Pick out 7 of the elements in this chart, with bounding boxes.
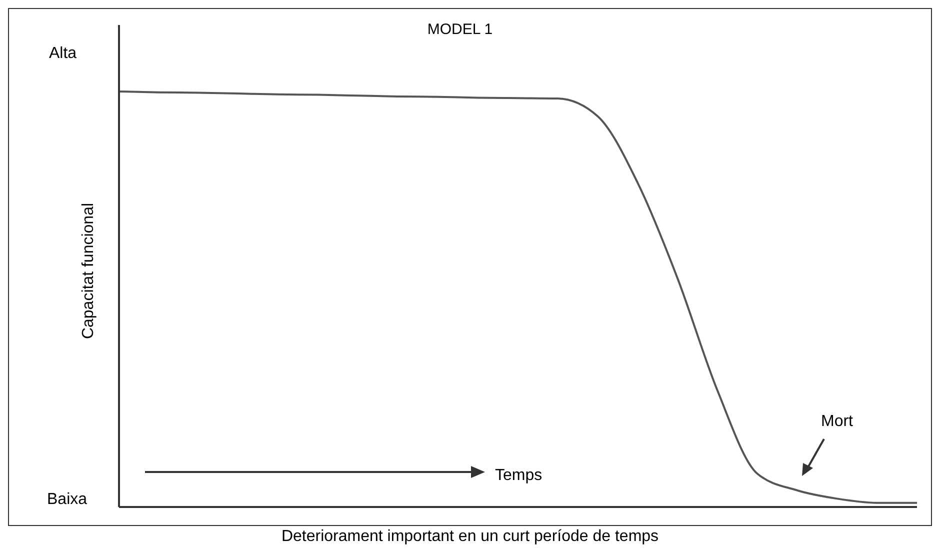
annotation: Mort [821, 413, 853, 431]
y-axis-title: Capacitat funcional [80, 202, 98, 340]
chart-title: MODEL 1 [427, 21, 493, 38]
text: Baixa [47, 491, 88, 509]
annotation: Temps [495, 467, 542, 485]
x-axis-title: Deteriorament important en un curt període de temps [9, 528, 931, 546]
text: Alta [49, 45, 77, 63]
